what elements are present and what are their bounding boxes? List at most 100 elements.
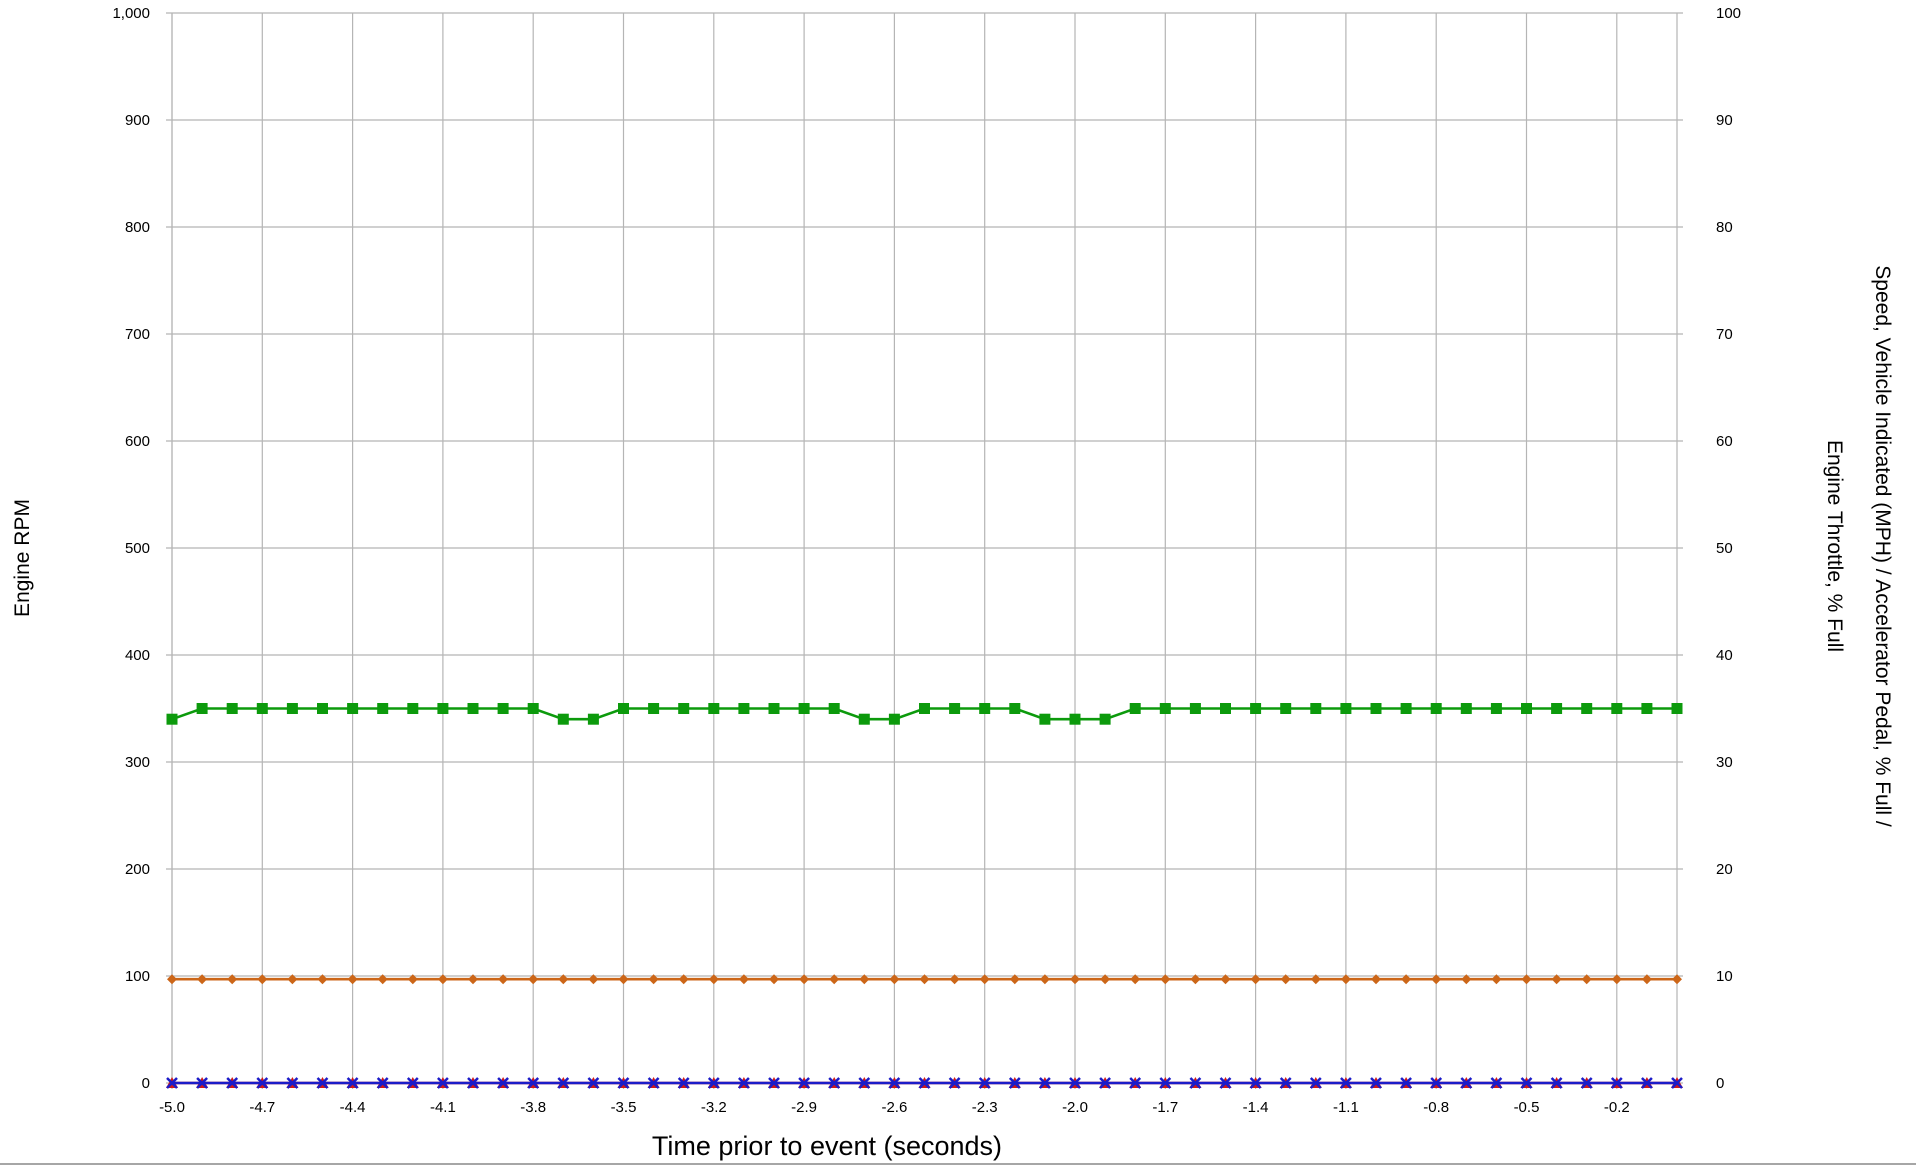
data-point [738, 703, 750, 714]
data-point [979, 974, 990, 985]
x-tick-label: -4.1 [430, 1099, 456, 1116]
data-point [257, 974, 268, 985]
left-y-tick-label: 400 [125, 647, 150, 664]
data-point [1580, 1077, 1593, 1089]
data-point [1490, 703, 1502, 714]
x-tick-label: -1.1 [1333, 1099, 1359, 1116]
data-point [437, 703, 449, 714]
right-y-axis-title-line-1: Speed, Vehicle Indicated (MPH) / Acceler… [1871, 265, 1894, 827]
data-point [1009, 703, 1021, 714]
data-point [1039, 1077, 1051, 1089]
data-point [1099, 1077, 1111, 1089]
left-y-tick-label: 100 [125, 968, 150, 985]
data-point [888, 713, 900, 725]
data-point [768, 703, 780, 714]
data-point [1220, 974, 1231, 985]
x-tick-label: -1.4 [1243, 1099, 1269, 1116]
data-point [166, 1077, 178, 1089]
data-point [918, 1077, 931, 1089]
data-point [949, 703, 961, 714]
data-point [557, 1077, 570, 1089]
data-point [1672, 974, 1682, 985]
data-point [1490, 1077, 1503, 1089]
data-point [1190, 974, 1201, 985]
data-point [1280, 703, 1292, 714]
x-tick-label: -0.8 [1423, 1099, 1449, 1116]
data-point [527, 1077, 540, 1089]
left-y-tick-label: 200 [125, 861, 150, 878]
data-point [377, 974, 388, 985]
series-1 [166, 703, 1683, 725]
data-point [978, 1077, 991, 1089]
data-point [497, 1077, 509, 1089]
data-point [587, 713, 599, 725]
x-tick-label: -3.5 [611, 1099, 637, 1116]
data-point [256, 703, 268, 714]
data-point [829, 974, 840, 985]
left-y-tick-label: 500 [125, 540, 150, 557]
right-y-tick-label: 60 [1716, 433, 1733, 450]
data-point [1250, 974, 1261, 985]
data-point [1100, 974, 1111, 985]
data-point [1340, 703, 1352, 714]
right-y-axis-title-line-2: Engine Throttle, % Full [1823, 440, 1846, 652]
data-point [1069, 1077, 1081, 1089]
data-point [497, 703, 509, 714]
data-point [1610, 1077, 1623, 1089]
data-point [346, 1077, 359, 1089]
data-point [618, 703, 629, 714]
series-layer [166, 703, 1683, 1089]
x-tick-label: -2.6 [881, 1099, 907, 1116]
data-point [889, 974, 900, 985]
data-point [1008, 1077, 1021, 1089]
data-point [1189, 1077, 1202, 1089]
right-y-tick-label: 80 [1716, 219, 1733, 236]
data-point [1249, 1077, 1262, 1089]
data-point [256, 1077, 269, 1089]
data-point [286, 1077, 299, 1089]
data-point [317, 974, 328, 985]
data-point [1310, 974, 1321, 985]
data-point [1641, 703, 1653, 714]
data-point [1401, 974, 1412, 985]
data-point [1551, 974, 1562, 985]
data-point [708, 974, 719, 985]
data-point [1279, 1077, 1292, 1089]
data-point [437, 1077, 449, 1089]
data-point [948, 1077, 961, 1089]
data-point [1611, 703, 1623, 714]
x-tick-label: -3.2 [701, 1099, 727, 1116]
data-point [768, 1077, 780, 1089]
data-point [1309, 1077, 1322, 1089]
data-point [1159, 1077, 1172, 1089]
x-tick-label: -2.3 [972, 1099, 998, 1116]
data-point [1520, 1077, 1533, 1089]
data-point [1460, 703, 1472, 714]
data-point [498, 974, 509, 985]
x-tick-label: -2.9 [791, 1099, 817, 1116]
data-point [798, 1077, 810, 1089]
left-y-tick-label: 900 [125, 112, 150, 129]
data-point [1611, 974, 1622, 985]
grid-lines [166, 12, 1683, 1089]
data-point [949, 974, 960, 985]
data-point [1039, 974, 1050, 985]
data-point [1219, 1077, 1232, 1089]
data-point [227, 974, 238, 985]
data-point [1400, 703, 1412, 714]
left-y-axis-ticks: 0 100 200 300 400 500 600 700 800 900 1,000 [112, 5, 150, 1092]
left-y-tick-label: 600 [125, 433, 150, 450]
x-tick-label: -5.0 [159, 1099, 185, 1116]
data-point [1160, 974, 1171, 985]
data-point [167, 974, 177, 985]
data-point [376, 1077, 389, 1089]
data-point [888, 1077, 901, 1089]
data-point [316, 1077, 329, 1089]
data-point [1641, 1077, 1653, 1089]
data-point [919, 974, 930, 985]
data-point [1129, 703, 1141, 714]
left-y-tick-label: 1,000 [112, 5, 150, 22]
data-point [467, 1077, 479, 1089]
data-point [557, 713, 569, 725]
